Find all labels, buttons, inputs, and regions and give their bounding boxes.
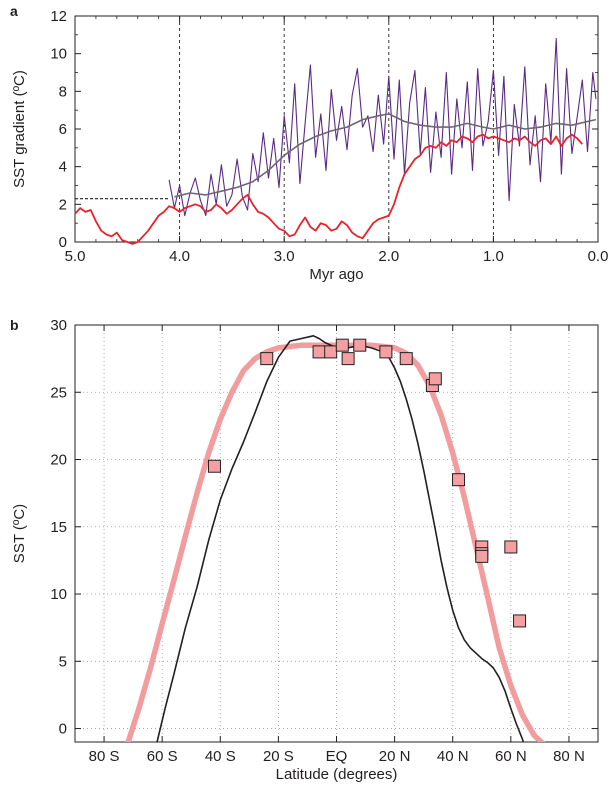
panel-b-x-axis-label: Latitude (degrees): [276, 766, 398, 783]
black-observed-curve: [156, 334, 525, 742]
data-marker: [399, 352, 413, 366]
panel-a-series: [74, 38, 597, 245]
data-marker: [353, 338, 367, 352]
y-tick-label: 20: [50, 452, 67, 469]
y-tick-label: 0: [59, 721, 67, 738]
x-tick-label: 40 N: [437, 748, 469, 765]
panel-a-x-axis-label: Myr ago: [309, 266, 363, 283]
y-tick-label: 30: [50, 317, 67, 334]
data-marker: [475, 549, 489, 563]
data-marker: [312, 345, 326, 359]
x-tick-label: 80 S: [89, 748, 120, 765]
panel-a-label: a: [10, 3, 18, 19]
y-tick-label: 10: [50, 586, 67, 603]
y-tick-label: 4: [59, 159, 67, 176]
x-tick-label: 3.0: [274, 248, 295, 265]
data-marker: [335, 338, 349, 352]
panel-b-axes: 80 S 60 S 40 S 20 S EQ 20 N 40 N 60 N 80 N 0 5 10 15…: [50, 317, 598, 765]
y-tick-label: 25: [50, 384, 67, 401]
panel-b-grid: [75, 324, 598, 742]
y-tick-label: 12: [50, 8, 67, 25]
red-gradient-series: [74, 133, 583, 245]
x-tick-label: 20 N: [379, 748, 411, 765]
x-tick-label: 1.0: [483, 248, 504, 265]
x-tick-label: 20 S: [263, 748, 294, 765]
purple-gradient-series: [168, 38, 597, 217]
y-tick-label: 0: [59, 234, 67, 251]
data-marker: [428, 372, 442, 386]
panel-b-y-axis-label: SST (ºC): [11, 504, 28, 563]
y-tick-label: 2: [59, 196, 67, 213]
x-tick-label: 60 S: [147, 748, 178, 765]
smoothed-gradient-series: [174, 113, 597, 198]
panel-b-markers: [207, 338, 527, 628]
x-tick-label: EQ: [326, 748, 348, 765]
data-marker: [379, 345, 393, 359]
y-tick-label: 10: [50, 46, 67, 63]
panel-a-y-axis-label: SST gradient (ºC): [11, 70, 28, 188]
data-marker: [504, 540, 518, 554]
x-tick-label: 2.0: [378, 248, 399, 265]
x-tick-label: 4.0: [169, 248, 190, 265]
panel-a-axes: 5.0 4.0 3.0 2.0 1.0 0.0 0 2 4 6 8 10 12: [50, 8, 608, 265]
y-tick-label: 8: [59, 83, 67, 100]
panel-a-dashed-lines: [75, 16, 494, 242]
data-marker: [452, 473, 466, 487]
x-tick-label: 0.0: [588, 248, 609, 265]
data-marker: [513, 614, 527, 628]
panel-b-label: b: [10, 317, 19, 333]
x-tick-label: 80 N: [553, 748, 585, 765]
panel-b: b 80 S 60 S 40 S 20 S EQ 20 N 40 N 60 N 80 N 0 5 10…: [10, 317, 599, 783]
data-marker: [324, 345, 338, 359]
y-tick-label: 5: [59, 653, 67, 670]
y-tick-label: 6: [59, 121, 67, 138]
data-marker: [207, 459, 221, 473]
panel-a: a 5.0 4.0 3.0 2.0 1.0 0.0 0 2 4 6 8 10 12 Myr ago SS…: [10, 3, 608, 283]
data-marker: [260, 352, 274, 366]
y-tick-label: 15: [50, 519, 67, 536]
x-tick-label: 40 S: [205, 748, 236, 765]
x-tick-label: 5.0: [65, 248, 86, 265]
x-tick-label: 60 N: [495, 748, 527, 765]
data-marker: [341, 352, 355, 366]
